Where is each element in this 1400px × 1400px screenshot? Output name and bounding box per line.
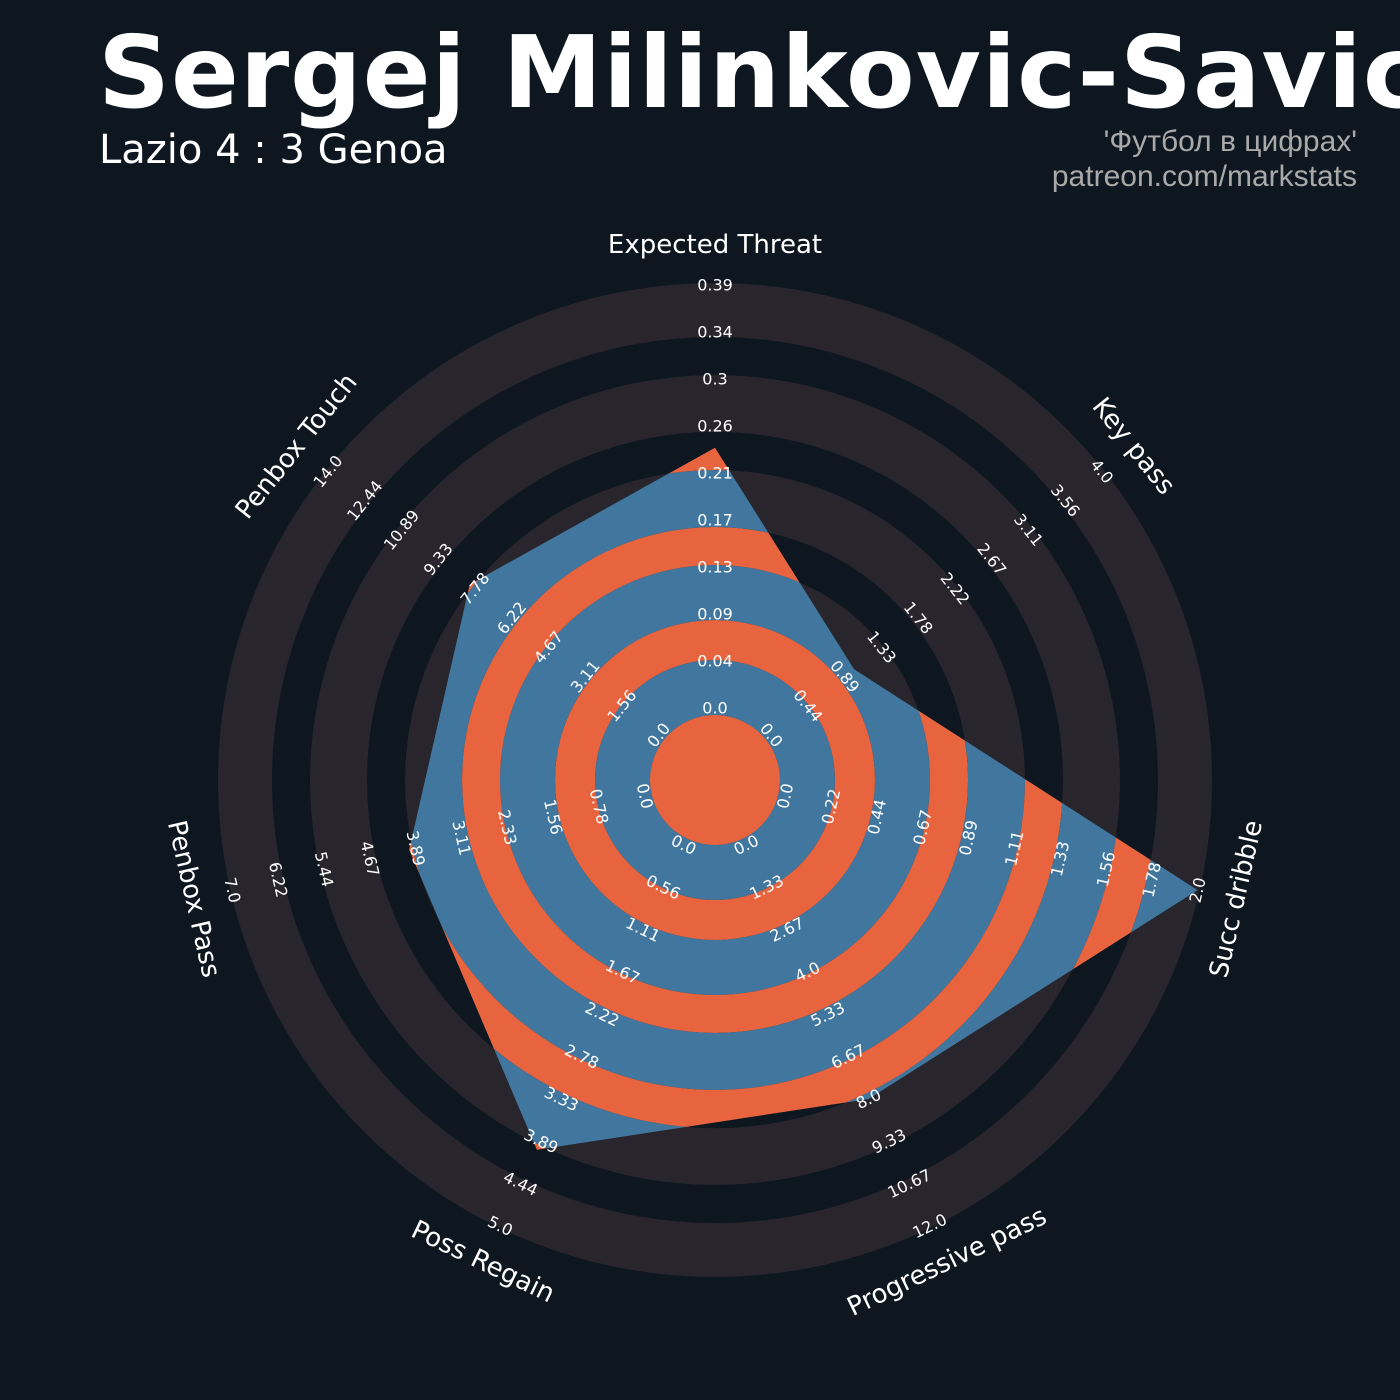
param-label: Succ dribble <box>1204 817 1269 980</box>
chart-title: Sergej Milinkovic-Savic <box>98 14 1400 131</box>
polygon-ring-band <box>595 660 835 900</box>
tick-label: 0.09 <box>697 605 733 624</box>
polygon-ring-band <box>650 715 780 845</box>
tick-label: 0.39 <box>697 276 733 295</box>
tick-label: 0.17 <box>697 511 733 530</box>
tick-label: 0.3 <box>702 370 727 389</box>
tick-label: 0.13 <box>697 558 733 577</box>
credit-line-1: 'Футбол в цифрах' <box>1103 125 1357 158</box>
player-polygon <box>409 447 1198 1150</box>
tick-label: 0.21 <box>697 464 733 483</box>
param-label: Expected Threat <box>608 230 822 260</box>
credit-line-2: patreon.com/markstats <box>1051 160 1357 193</box>
tick-label: 0.0 <box>702 699 727 718</box>
param-label: Penbox Pass <box>161 818 226 981</box>
tick-label: 0.26 <box>697 417 733 436</box>
tick-label: 0.04 <box>697 652 733 671</box>
match-subtitle: Lazio 4 : 3 Genoa <box>99 127 448 173</box>
tick-label: 0.34 <box>697 323 733 342</box>
